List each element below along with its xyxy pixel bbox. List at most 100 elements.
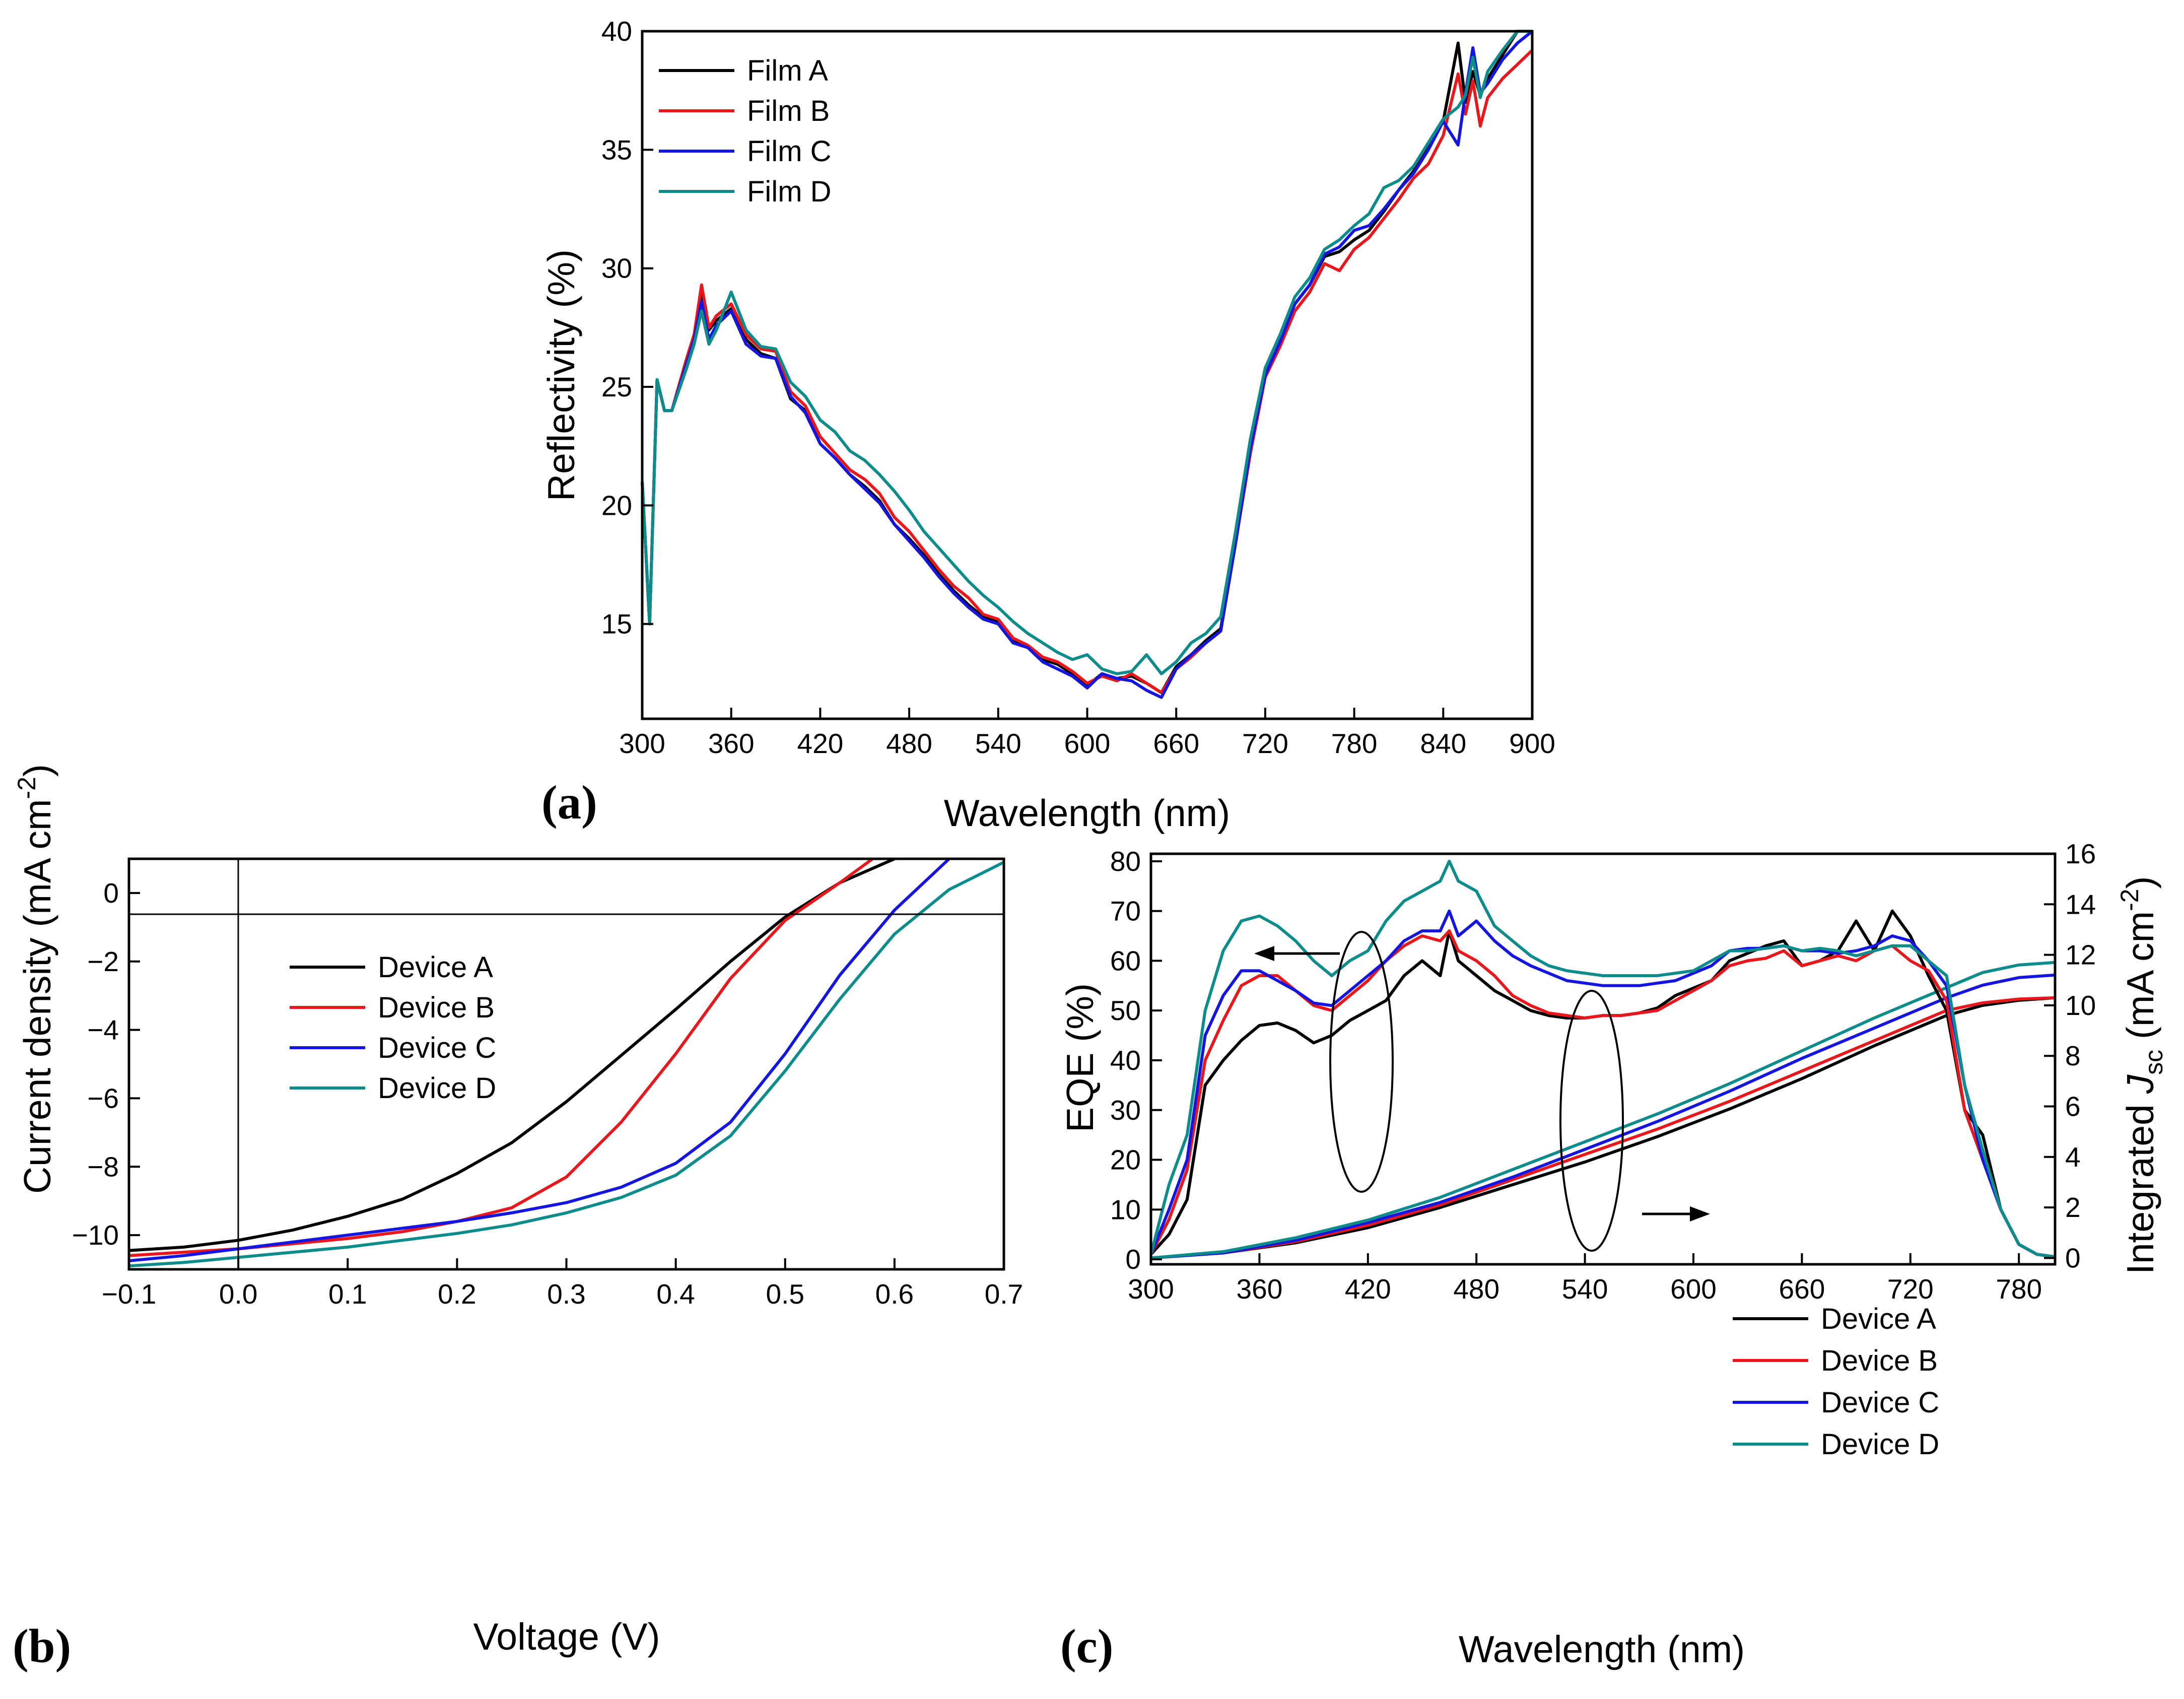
panel-b-y-tick-label: −6 <box>87 1082 119 1114</box>
jsc-line-device-b <box>1150 996 2056 1260</box>
panel-a-x-tick-label: 540 <box>975 728 1021 759</box>
panel-c-y-tick-label: 0 <box>1125 1244 1141 1275</box>
panel-c-x-tick-label: 540 <box>1562 1273 1608 1305</box>
panel-a-y-tick-label: 35 <box>601 134 632 165</box>
panel-a-chart: 300 360 420 480 540 600 660 720 780 840 900 15 20 25… <box>540 16 1555 834</box>
panel-c-right-y-ticks: 0 2 4 6 8 10 12 14 16 <box>2044 838 2096 1273</box>
panel-c-y-tick-label: 60 <box>1110 945 1141 976</box>
panel-c-y-tick-label: 80 <box>1110 846 1141 877</box>
panel-c-x-tick-label: 780 <box>1996 1273 2042 1305</box>
legend-label-film-a: Film A <box>747 54 828 87</box>
panel-a-y-tick-label: 15 <box>601 608 632 640</box>
panel-c-right-y-axis-title: Integrated Jsc (mA cm-2) <box>2115 876 2168 1274</box>
panel-a-y-tick-label: 40 <box>601 16 632 47</box>
eqe-line-device-a <box>1149 909 2056 1259</box>
series-line-device-d <box>128 861 1005 1268</box>
panel-b-y-tick-label: 0 <box>103 877 119 909</box>
panel-c-x-tick-label: 420 <box>1345 1273 1391 1305</box>
panel-b-x-tick-label: 0.2 <box>438 1278 476 1310</box>
panel-c-x-tick-label: 720 <box>1887 1273 1934 1305</box>
eqe-line-device-b <box>1149 929 2056 1259</box>
panel-c-x-tick-label: 300 <box>1128 1273 1174 1305</box>
eqe-annotation-ellipse <box>1329 931 1394 1193</box>
panel-a-x-tick-label: 780 <box>1331 728 1378 759</box>
panel-c-y-tick-label: 30 <box>1110 1095 1141 1126</box>
panel-b-x-tick-label: 0.0 <box>219 1278 257 1310</box>
panel-c-right-y-axis-title-group: Integrated Jsc (mA cm-2) <box>2115 876 2168 1274</box>
series-line-film-b <box>641 49 1534 695</box>
series-line-device-c <box>128 857 950 1262</box>
panel-b-x-tick-label: 0.1 <box>328 1278 367 1310</box>
panel-b-x-tick-label: 0.7 <box>985 1278 1023 1310</box>
legend-label-device-c: Device C <box>378 1032 496 1064</box>
panel-a-x-tick-label: 600 <box>1064 728 1111 759</box>
panel-c-y-axis-title: EQE (%) <box>1059 983 1101 1132</box>
panel-c-y-ticks: 0 10 20 30 40 50 60 70 80 <box>1110 846 1162 1275</box>
panel-a-x-tick-label: 720 <box>1242 728 1288 759</box>
panel-c-y-tick-label: 20 <box>1110 1144 1141 1176</box>
panel-b-x-ticks: −0.1 0.0 0.1 0.2 0.3 0.4 0.5 0.6 0.7 <box>102 1258 1023 1310</box>
panel-c-right-y-tick-label: 14 <box>2065 889 2096 920</box>
legend-label-device-b: Device B <box>378 991 495 1024</box>
panel-a-x-tick-label: 420 <box>797 728 844 759</box>
panel-c-x-axis-title: Wavelength (nm) <box>1459 1628 1745 1670</box>
panel-b-x-tick-label: −0.1 <box>102 1278 157 1310</box>
panel-c-right-y-tick-label: 12 <box>2065 939 2096 971</box>
panel-c-right-y-tick-label: 0 <box>2065 1242 2081 1273</box>
panel-c-y-tick-label: 10 <box>1110 1194 1141 1225</box>
series-line-film-d <box>641 30 1532 675</box>
panel-b-y-axis-title: Current density (mA cm-2) <box>13 764 58 1194</box>
panel-a-y-axis-title: Reflectivity (%) <box>540 249 582 501</box>
panel-c-x-tick-label: 600 <box>1670 1273 1717 1305</box>
panel-a-y-ticks: 15 20 25 30 35 40 <box>601 16 653 640</box>
panel-c-y-tick-label: 40 <box>1110 1045 1141 1076</box>
panel-a-x-ticks: 300 360 420 480 540 600 660 720 780 840 900 <box>619 708 1555 759</box>
panel-b-chart: −0.1 0.0 0.1 0.2 0.3 0.4 0.5 0.6 0.7 −10 −8 −6 −4 −2… <box>13 764 1023 1673</box>
legend-label-device-c: Device C <box>1821 1386 1939 1419</box>
panel-c-x-ticks: 300 360 420 480 540 600 660 720 780 <box>1128 1253 2042 1305</box>
jsc-line-device-c <box>1150 973 2056 1260</box>
panel-b-y-axis-title-group: Current density (mA cm-2) <box>13 764 58 1194</box>
panel-b-y-tick-label: −8 <box>87 1151 119 1182</box>
panel-a-x-tick-label: 660 <box>1153 728 1199 759</box>
series-line-film-c <box>641 30 1533 699</box>
panel-b-series-group <box>128 857 1005 1268</box>
series-line-device-a <box>128 857 896 1252</box>
panel-c-right-y-tick-label: 8 <box>2065 1040 2081 1071</box>
panel-c-right-y-tick-label: 10 <box>2065 990 2096 1021</box>
eqe-line-device-c <box>1149 909 2056 1259</box>
legend-label-device-d: Device D <box>1821 1428 1939 1461</box>
legend-label-film-b: Film B <box>747 95 830 127</box>
panel-a-series-group <box>641 30 1534 699</box>
panel-c-label: (c) <box>1060 1619 1113 1673</box>
panel-b-x-tick-label: 0.4 <box>656 1278 695 1310</box>
panel-c-frame <box>1149 852 2057 1266</box>
legend-label-film-d: Film D <box>747 175 832 208</box>
panel-b-frame <box>127 857 1005 1271</box>
eqe-line-device-d <box>1149 859 2056 1259</box>
legend-label-device-a: Device A <box>1821 1303 1936 1335</box>
panel-b-y-tick-label: −4 <box>87 1014 119 1046</box>
legend-label-device-a: Device A <box>378 951 493 984</box>
panel-a-x-axis-title: Wavelength (nm) <box>944 792 1230 834</box>
panel-c-right-y-tick-label: 2 <box>2065 1192 2081 1223</box>
panel-c-jsc-series-group <box>1150 961 2056 1260</box>
panel-a-frame <box>641 30 1534 720</box>
panel-b-x-tick-label: 0.3 <box>547 1278 585 1310</box>
panel-c-y-tick-label: 70 <box>1110 896 1141 927</box>
panel-b-y-tick-label: −10 <box>72 1219 119 1251</box>
panel-b-y-tick-label: −2 <box>87 946 119 977</box>
panel-b-x-tick-label: 0.6 <box>875 1278 914 1310</box>
panel-a-x-tick-label: 840 <box>1420 728 1466 759</box>
legend-label-film-c: Film C <box>747 135 832 168</box>
panel-a-label: (a) <box>541 776 597 829</box>
panel-a-y-tick-label: 20 <box>601 490 632 521</box>
panel-c-right-y-tick-label: 16 <box>2065 838 2096 869</box>
series-line-device-b <box>128 857 874 1257</box>
panel-c-legend: Device A Device B Device C Device D <box>1733 1303 1939 1461</box>
panel-b-x-axis-title: Voltage (V) <box>473 1615 660 1658</box>
panel-b-legend: Device A Device B Device C Device D <box>290 951 496 1105</box>
panel-c-chart: 300 360 420 480 540 600 660 720 780 010203040506… <box>1059 838 2168 1673</box>
panel-a-x-tick-label: 360 <box>708 728 755 759</box>
panel-a-x-tick-label: 480 <box>886 728 932 759</box>
